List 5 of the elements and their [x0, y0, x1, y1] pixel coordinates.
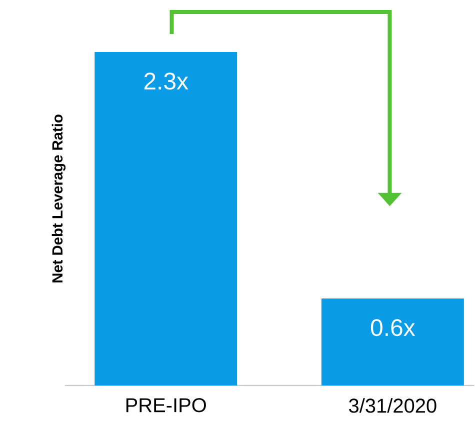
x-tick-label: 3/31/2020 [349, 398, 436, 413]
y-axis-title: Net Debt Leverage Ratio [52, 114, 66, 282]
x-tick-label: PRE-IPO [126, 398, 206, 412]
data-label: 2.3x [144, 72, 188, 90]
data-label: 0.6x [370, 318, 416, 336]
